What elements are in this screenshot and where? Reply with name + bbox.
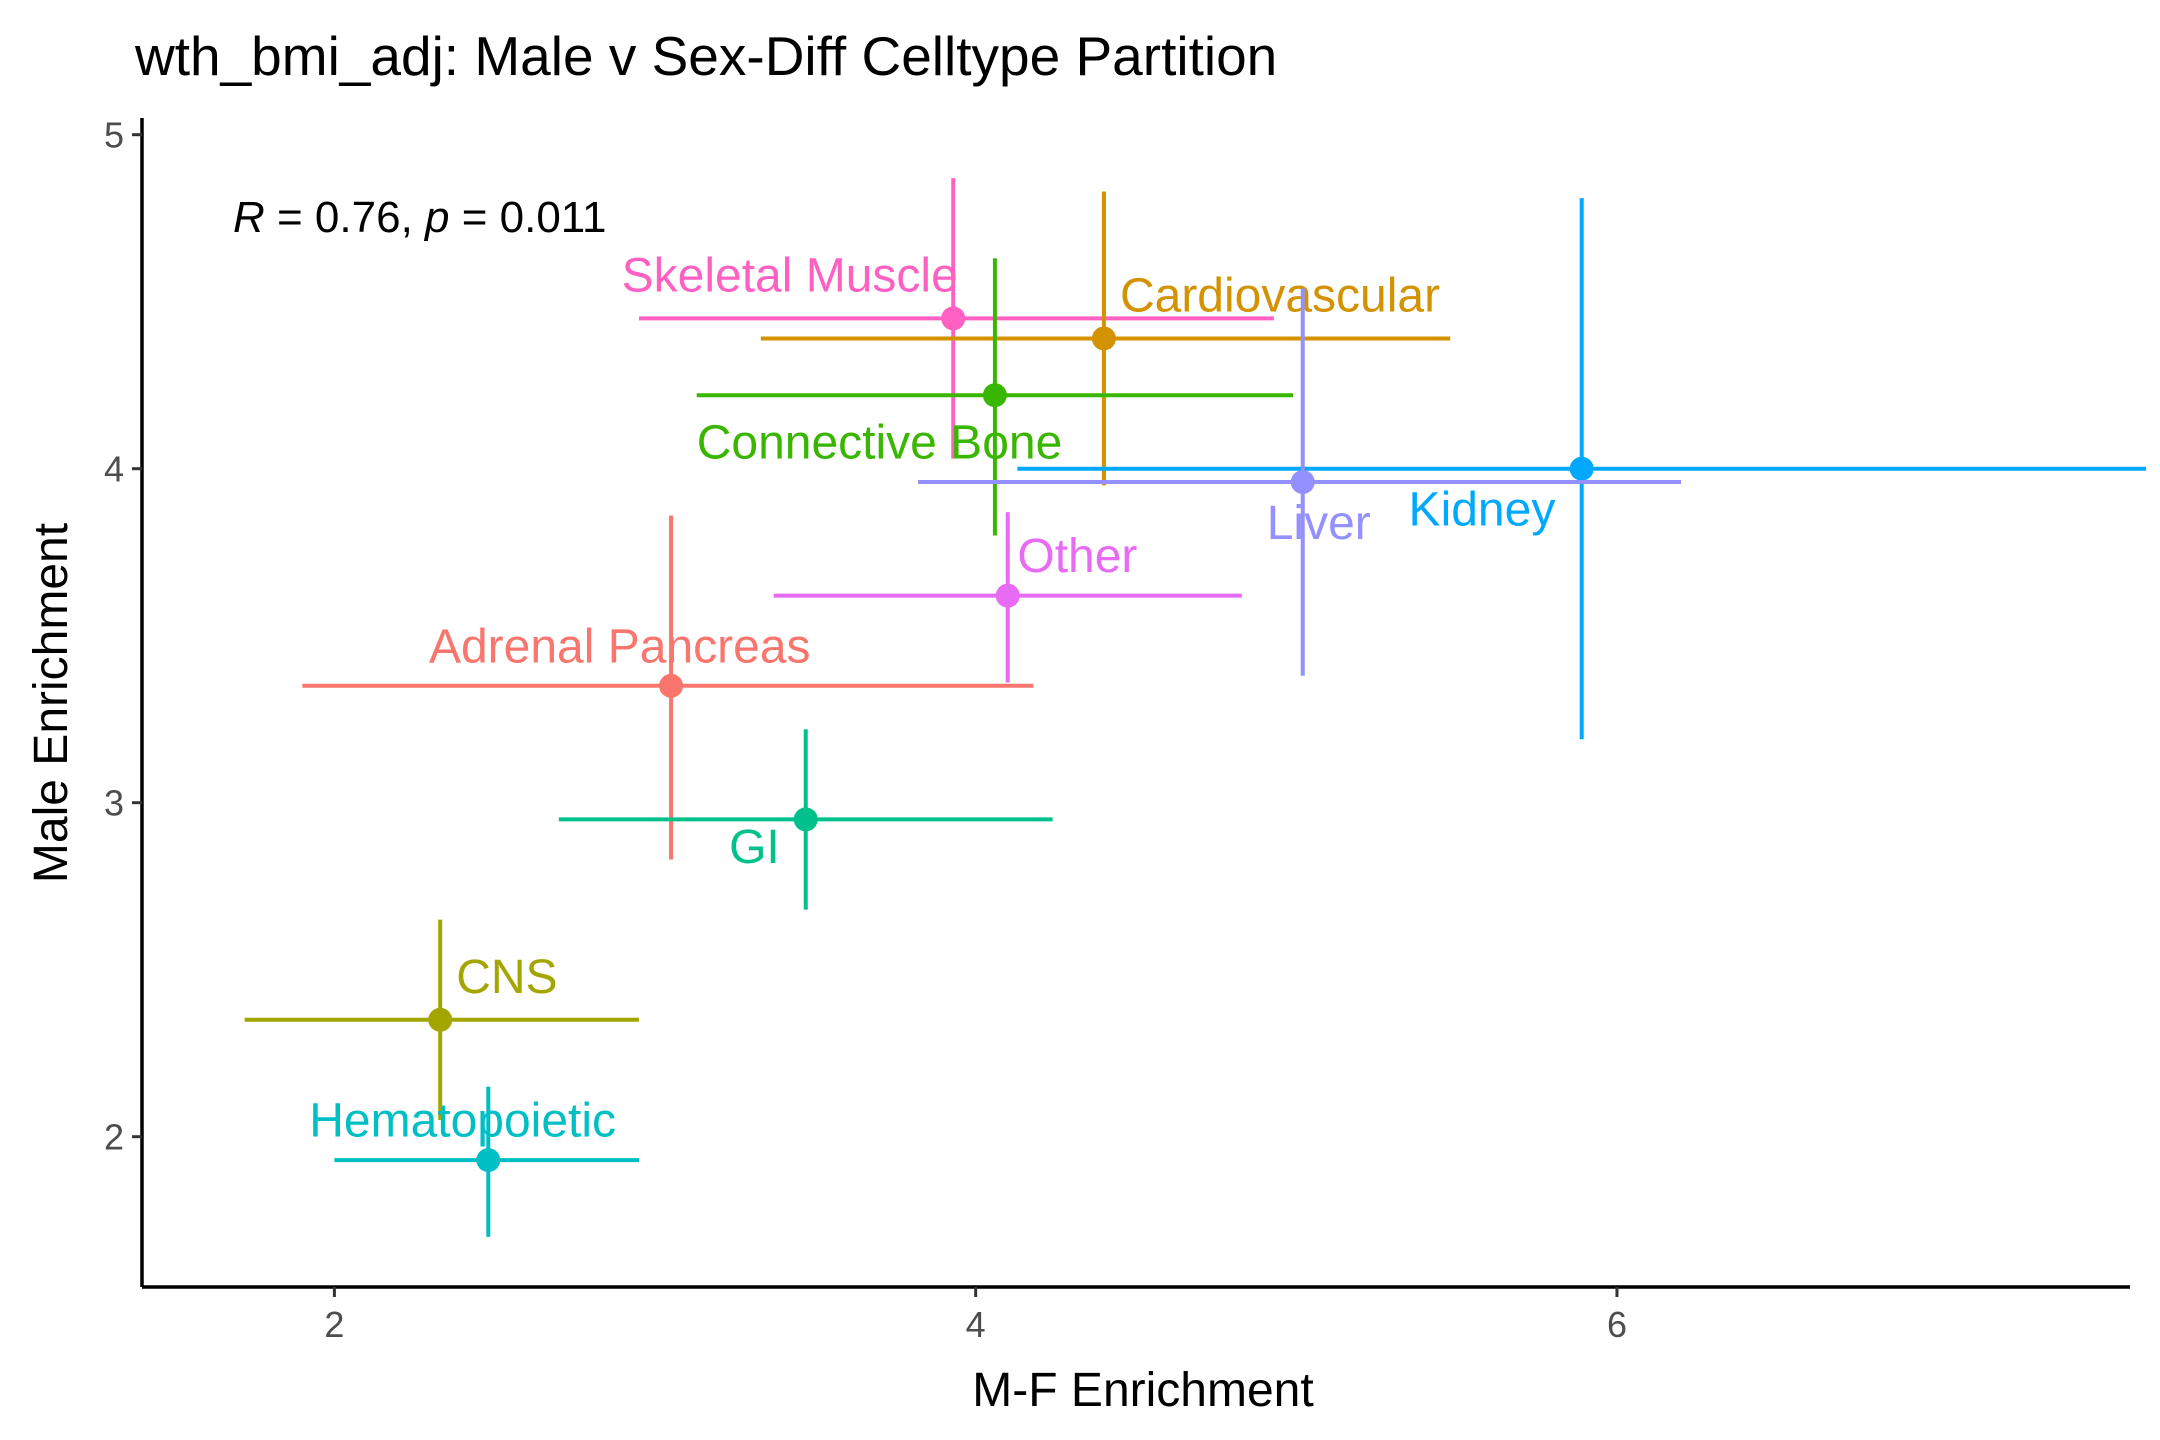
point-label: CNS <box>456 951 557 1004</box>
series-skeletal-muscle: Skeletal Muscle <box>622 178 1274 459</box>
data-point <box>941 306 966 331</box>
r-symbol: R <box>233 193 265 242</box>
p-symbol: p <box>423 193 449 242</box>
point-label: Other <box>1017 530 1137 583</box>
point-label: Connective Bone <box>697 417 1063 470</box>
y-tick-label: 5 <box>104 115 124 156</box>
r-value: = 0.76, <box>265 193 425 242</box>
x-tick-label: 4 <box>966 1304 986 1345</box>
data-point <box>1569 456 1594 481</box>
data-point <box>793 807 818 832</box>
point-label: Kidney <box>1409 483 1556 536</box>
series-adrenal-pancreas: Adrenal Pancreas <box>302 515 1034 860</box>
series-gi: GI <box>558 729 1053 910</box>
series-other: Other <box>773 512 1242 683</box>
point-label: GI <box>729 821 780 874</box>
data-point <box>1290 470 1315 495</box>
series-liver: Liver <box>917 288 1682 676</box>
data-point <box>982 383 1007 408</box>
y-tick-label: 4 <box>104 449 124 490</box>
point-label: Liver <box>1267 497 1371 550</box>
series-cardiovascular: Cardiovascular <box>760 191 1451 486</box>
chart-title: wth_bmi_adj: Male v Sex-Diff Celltype Pa… <box>134 25 1277 87</box>
data-point <box>995 583 1020 608</box>
data-point <box>428 1007 453 1032</box>
chart-marks: Skeletal Muscle Cardiovascular Connective … <box>244 178 2147 1237</box>
x-tick-label: 2 <box>324 1304 344 1345</box>
series-connective-bone: Connective Bone <box>696 258 1294 536</box>
y-axis-label: Male Enrichment <box>25 523 78 883</box>
y-tick-label: 2 <box>104 1117 124 1158</box>
point-label: Cardiovascular <box>1120 270 1440 323</box>
p-value: = 0.011 <box>450 193 607 242</box>
data-point <box>476 1148 501 1173</box>
series-hematopoietic: Hematopoietic <box>309 1086 639 1237</box>
series-kidney: Kidney <box>1017 198 2147 740</box>
point-label: Hematopoietic <box>309 1095 616 1148</box>
point-label: Adrenal Pancreas <box>429 620 811 673</box>
x-axis-ticks: 2 4 6 <box>324 1287 1627 1345</box>
data-point <box>1091 326 1116 351</box>
x-axis-label: M-F Enrichment <box>972 1364 1313 1417</box>
correlation-annotation: R = 0.76, p = 0.011 <box>233 193 607 242</box>
data-point <box>659 673 684 698</box>
x-tick-label: 6 <box>1607 1304 1627 1345</box>
y-axis-ticks: 2 3 4 5 <box>104 115 142 1158</box>
y-tick-label: 3 <box>104 783 124 824</box>
series-cns: CNS <box>244 919 639 1120</box>
point-label: Skeletal Muscle <box>622 250 958 303</box>
